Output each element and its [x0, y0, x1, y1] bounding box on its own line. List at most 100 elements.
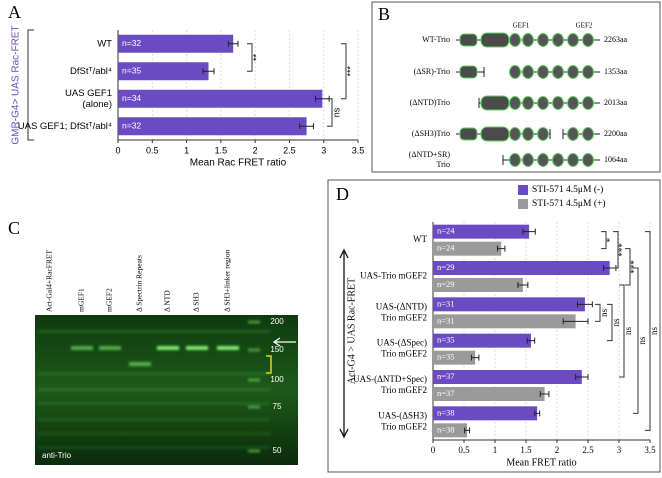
bar — [118, 34, 234, 53]
bar-label: n=35 — [122, 66, 141, 76]
marker-label: 50 — [273, 446, 282, 455]
sec14-domain — [459, 33, 478, 47]
ladder-band — [248, 320, 260, 324]
error-bar — [522, 228, 536, 235]
y-bracket — [27, 29, 34, 141]
bar-label: n=24 — [437, 243, 455, 253]
significance-bracket — [341, 43, 347, 100]
panel-letter: D — [336, 184, 349, 204]
domain-diagram: GEF1 GEF2 WT-Trio 2263aa (ΔSR)-Trio 1353aa (ΔN… — [409, 22, 628, 169]
bar-label: n=29 — [437, 279, 455, 289]
antibody-label: anti-Trio — [42, 451, 72, 460]
background-band — [38, 446, 270, 449]
lane-label: Δ SH3+linker region — [223, 249, 232, 312]
bar — [118, 62, 209, 81]
significance-bracket — [619, 284, 625, 378]
x-tick-label: 2 — [555, 445, 560, 455]
domain — [509, 96, 521, 110]
significance-label: ns — [637, 336, 647, 345]
bar — [433, 261, 610, 275]
significance-bracket — [327, 98, 333, 127]
bar-label: n=29 — [437, 262, 455, 272]
significance-label: *** — [345, 66, 355, 77]
significance-label: * — [605, 237, 615, 242]
error-bar — [470, 354, 480, 361]
domain — [509, 153, 521, 167]
significance-label: ns — [623, 327, 633, 336]
bar-label: n=32 — [122, 38, 141, 48]
bar-label: n=38 — [437, 424, 455, 434]
error-bar — [576, 301, 593, 308]
bar — [433, 350, 476, 365]
domain — [552, 153, 564, 167]
background-band — [38, 432, 270, 435]
x-tick-label: 0 — [431, 445, 436, 455]
construct-length: 2263aa — [604, 35, 628, 44]
error-bar — [496, 245, 506, 252]
bar-label: n=34 — [122, 93, 141, 103]
significance-bracket — [247, 43, 253, 72]
x-tick-label: 1.5 — [520, 445, 532, 455]
significance-label: *** — [629, 260, 639, 274]
bar — [433, 297, 585, 312]
significance-label: ns — [611, 318, 621, 327]
domain — [537, 33, 549, 47]
band — [99, 346, 121, 350]
y-tick-label: UAS GEF1 — [65, 88, 112, 99]
construct-name: (ΔNTD)Trio — [410, 98, 450, 107]
band — [186, 346, 208, 350]
panel-letter: B — [378, 4, 390, 24]
legend-label: STI-571 4.5μM (-) — [532, 184, 603, 195]
bar-label: n=35 — [437, 352, 455, 362]
lane-label: Δ Spectrin Repeats — [135, 255, 144, 312]
domain — [537, 153, 549, 167]
domain — [582, 96, 594, 110]
domain — [509, 127, 521, 141]
bar-label: n=32 — [122, 121, 141, 131]
bar-label: n=31 — [437, 298, 455, 308]
domain — [552, 65, 564, 79]
domain — [582, 65, 594, 79]
x-axis-label: Mean FRET ratio — [506, 457, 576, 468]
domain — [567, 33, 579, 47]
bar — [118, 117, 307, 136]
band — [157, 346, 179, 350]
construct-length: 1064aa — [604, 155, 628, 164]
error-bar — [539, 391, 550, 397]
domain-header: GEF2 — [576, 22, 593, 30]
bar — [433, 333, 531, 348]
legend-swatch — [518, 199, 528, 209]
domain — [567, 153, 579, 167]
x-tick-label: 2 — [253, 145, 258, 155]
significance-bracket — [633, 267, 639, 414]
x-axis-label: Mean Rac FRET ratio — [190, 158, 287, 169]
panel-b-frame — [371, 1, 661, 173]
construct-name: (ΔSH3)Trio — [412, 129, 450, 138]
significance-bracket — [601, 231, 607, 250]
significance-label: ** — [251, 54, 261, 62]
domain — [537, 96, 549, 110]
band — [217, 346, 239, 350]
x-tick-label: 2.5 — [582, 445, 594, 455]
x-tick-label: 1 — [493, 445, 498, 455]
error-bar — [517, 282, 529, 288]
y-tick-label: Trio mGEF2 — [381, 385, 427, 395]
x-tick-label: 3 — [321, 145, 326, 155]
bar — [433, 370, 582, 384]
x-tick-label: 0.5 — [146, 145, 159, 155]
error-bar — [299, 123, 314, 130]
band — [129, 362, 151, 366]
x-tick-label: 2.5 — [283, 145, 296, 155]
domain — [567, 65, 579, 79]
background-band — [38, 402, 270, 405]
y-tick-label: DfStᵀ/abl⁴ — [70, 66, 112, 77]
bar-label: n=31 — [437, 315, 455, 325]
significance-bracket — [595, 303, 601, 322]
error-bar — [534, 410, 541, 417]
ladder-band — [248, 348, 260, 352]
construct-length: 1353aa — [604, 67, 628, 76]
domain — [522, 153, 534, 167]
marker-label: 200 — [270, 317, 284, 326]
lane-label: Δ NTD — [163, 290, 172, 312]
domain — [509, 33, 521, 47]
